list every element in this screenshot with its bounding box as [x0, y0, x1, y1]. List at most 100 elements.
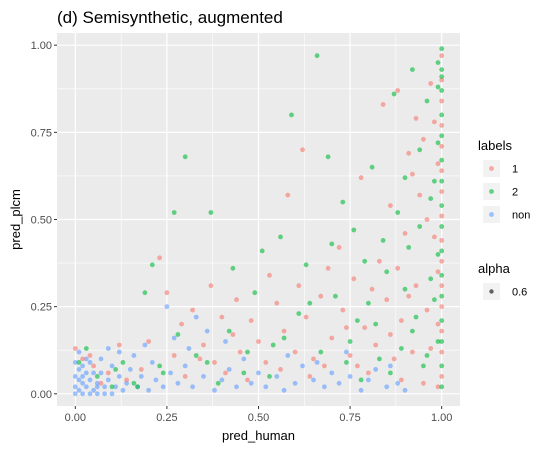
- data-point-2: [289, 112, 294, 118]
- data-point-1: [402, 231, 408, 236]
- data-point-2: [120, 360, 126, 365]
- data-point-1: [439, 143, 445, 149]
- data-point-2: [245, 349, 250, 355]
- data-point-non: [80, 363, 85, 369]
- data-point-2: [131, 380, 137, 386]
- data-point-non: [186, 346, 192, 351]
- data-point-1: [424, 217, 430, 222]
- x-tick-label: 0.75: [339, 412, 360, 424]
- data-point-non: [94, 380, 100, 386]
- data-point-1: [80, 356, 85, 362]
- data-point-2: [270, 342, 276, 348]
- data-point-non: [300, 363, 305, 369]
- data-point-1: [281, 328, 287, 334]
- data-point-1: [439, 238, 445, 243]
- data-point-non: [94, 384, 100, 390]
- data-point-1: [369, 286, 375, 292]
- data-point-1: [171, 353, 177, 358]
- data-point-1: [428, 81, 434, 86]
- data-point-2: [83, 346, 89, 351]
- y-tick-label: 0.75: [31, 127, 52, 139]
- data-point-non: [171, 335, 177, 341]
- data-point-1: [377, 258, 382, 264]
- data-point-1: [439, 189, 445, 195]
- data-point-2: [204, 360, 210, 365]
- data-point-1: [237, 349, 243, 355]
- data-point-non: [193, 314, 199, 320]
- data-point-2: [399, 346, 404, 351]
- data-point-2: [157, 363, 163, 369]
- data-point-non: [366, 377, 371, 383]
- axis-ticks: 0.00 0.25 0.50 0.75 1.00 0.00 0.25 0.50 0.75 1.00: [31, 40, 453, 424]
- data-point-2: [355, 318, 360, 323]
- data-point-2: [325, 154, 331, 160]
- data-point-2: [182, 154, 188, 160]
- data-point-1: [399, 318, 404, 323]
- data-point-1: [417, 192, 423, 198]
- data-point-1: [439, 168, 445, 174]
- data-point-2: [142, 290, 148, 296]
- data-point-non: [120, 387, 126, 393]
- data-point-1: [435, 384, 441, 390]
- data-point-non: [87, 377, 93, 383]
- data-point-1: [439, 374, 445, 379]
- data-point-non: [138, 374, 144, 379]
- data-point-1: [428, 346, 434, 351]
- data-point-1: [432, 234, 437, 240]
- data-point-2: [369, 164, 375, 170]
- data-point-1: [278, 367, 283, 372]
- data-point-2: [435, 84, 441, 90]
- x-tick-label: 0.50: [248, 412, 269, 424]
- data-point-non: [109, 363, 115, 369]
- data-point-2: [439, 74, 445, 79]
- data-point-2: [435, 339, 441, 344]
- data-point-1: [300, 147, 305, 153]
- data-point-2: [149, 262, 155, 268]
- data-point-non: [329, 370, 335, 376]
- data-point-1: [201, 342, 206, 348]
- data-point-1: [424, 307, 430, 313]
- data-point-non: [98, 356, 104, 362]
- data-point-2: [307, 300, 313, 306]
- data-point-1: [336, 245, 342, 250]
- data-point-1: [230, 332, 236, 337]
- data-point-2: [171, 210, 177, 215]
- data-point-1: [267, 272, 272, 278]
- data-point-1: [245, 377, 250, 383]
- data-point-2: [94, 374, 100, 379]
- data-point-2: [318, 349, 324, 355]
- y-tick-label: 1.00: [31, 40, 52, 52]
- data-point-non: [292, 380, 298, 386]
- data-point-1: [413, 283, 419, 289]
- data-point-2: [439, 46, 445, 52]
- data-point-non: [105, 377, 111, 383]
- data-point-non: [83, 356, 89, 362]
- data-point-non: [248, 380, 254, 386]
- data-point-1: [318, 293, 324, 299]
- data-point-non: [142, 342, 148, 348]
- data-point-1: [325, 265, 331, 271]
- data-point-non: [201, 374, 206, 379]
- data-point-1: [105, 370, 111, 376]
- data-point-1: [344, 325, 349, 330]
- data-point-1: [439, 304, 445, 309]
- data-point-2: [377, 356, 382, 362]
- data-point-non: [113, 384, 118, 390]
- data-point-2: [439, 318, 445, 323]
- y-tick-label: 0.25: [31, 302, 52, 314]
- data-point-2: [439, 157, 445, 163]
- data-point-non: [116, 349, 122, 355]
- data-point-2: [358, 377, 364, 383]
- legend-key-point-non: [489, 212, 494, 217]
- data-point-non: [219, 377, 225, 383]
- data-point-2: [424, 98, 430, 104]
- data-point-1: [340, 307, 346, 313]
- data-point-2: [135, 384, 141, 390]
- data-point-2: [193, 353, 199, 358]
- data-point-1: [72, 346, 78, 351]
- data-point-non: [212, 387, 217, 393]
- data-point-non: [105, 346, 111, 351]
- data-point-2: [278, 234, 283, 240]
- data-point-2: [413, 314, 419, 320]
- data-point-1: [138, 367, 144, 372]
